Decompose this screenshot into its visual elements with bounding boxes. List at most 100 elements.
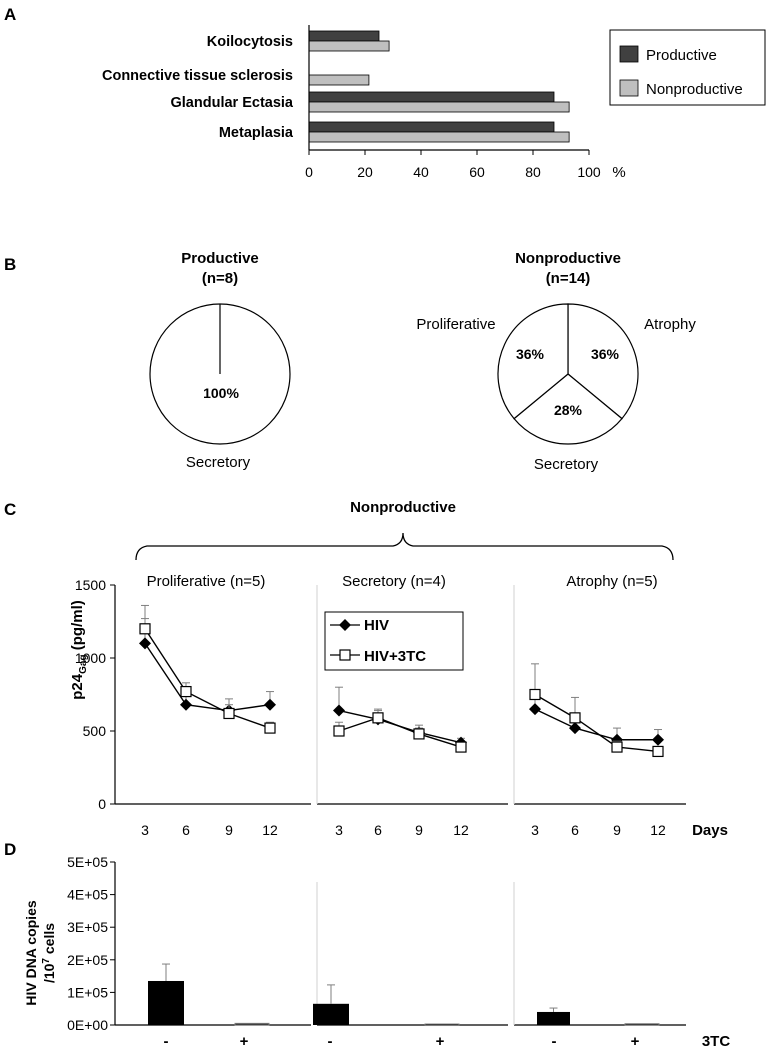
legend: Productive Nonproductive [609,29,766,106]
legend-marker-hiv [339,619,351,631]
category-label-glandular-ectasia: Glandular Ectasia [171,95,294,111]
legend-label-productive: Productive [646,47,717,64]
group-title-proliferative-n-5: Proliferative (n=5) [147,573,266,590]
legend-label-hiv: HIV [364,617,389,634]
point-hiv-3tc [611,741,623,753]
x-tick-label-1-6: 6 [374,822,382,838]
pie-productive-category: Secretory [186,454,251,471]
legend-label-hiv-3tc: HIV+3TC [364,648,426,665]
bar-0-minus [148,980,184,1025]
pie-nonproductive-proliferative-pct: 36% [516,346,545,362]
y-tick-label-1500: 1500 [75,577,106,593]
x-tick-label-0-9: 9 [225,822,233,838]
pie-nonproductive-title: Nonproductive [515,250,621,267]
x-tick-label-100: 100 [577,164,601,180]
point-hiv [529,703,541,716]
group-title: Nonproductive [350,499,456,516]
y-axis-label: p24Gag (pg/ml) [69,600,89,699]
pie-slice-proliferative [497,303,569,420]
point-hiv-3tc [413,728,425,740]
d-x-tick-label-1-1: + [436,1033,445,1050]
point-hiv-3tc [180,685,192,698]
pie-nonproductive-subtitle: (n=14) [546,270,591,287]
point-hiv-3tc [333,725,345,737]
point-hiv-3tc [529,688,541,701]
d-y-tick-label-2: 2E+05 [67,952,108,968]
bar-connective-tissue-sclerosis-nonproductive [308,74,370,86]
panel-label-b: B [4,255,16,274]
panel-a: Koilocytosis Connective tissue sclerosis G… [102,25,766,181]
x-tick-label-20: 20 [357,164,373,180]
category-label-metaplasia: Metaplasia [219,125,294,141]
d-x-tick-label-2-0: - [552,1033,557,1050]
panel-label-c: C [4,500,16,519]
point-hiv [569,722,581,735]
series-line-hiv-3tc [338,717,462,748]
panel-c: Nonproductive p24Gag (pg/ml) 0 500 1000 150… [69,499,728,839]
d-x-tick-label-0-1: + [240,1033,249,1050]
bar-koilocytosis-productive [308,30,380,42]
bar-metaplasia-nonproductive [308,131,570,143]
line-legend: HIV HIV+3TC [324,611,464,671]
y-tick-label-1000: 1000 [75,650,106,666]
point-hiv-3tc [139,623,151,635]
legend-label-nonproductive: Nonproductive [646,81,743,98]
d-y-axis-label-line1: HIV DNA copies [23,900,39,1005]
bar-group-0: - + [115,963,311,1050]
point-hiv [333,704,345,717]
bar-glandular-ectasia-productive [308,91,555,103]
series-line-hiv-3tc [534,693,659,753]
x-tick-label-1-12: 12 [453,822,469,838]
bar-metaplasia-productive [308,121,555,133]
x-tick-label-0: 0 [305,164,313,180]
bar-koilocytosis-nonproductive [308,40,390,52]
d-x-tick-label-2-1: + [631,1033,640,1050]
pie-nonproductive-atrophy-pct: 36% [591,346,620,362]
pie-nonproductive-atrophy-label: Atrophy [644,316,696,333]
x-tick-label-2-9: 9 [613,822,621,838]
d-y-tick-label-1: 1E+05 [67,984,108,1000]
line-group-0: Proliferative (n=5) 3 6 9 12 [115,573,311,838]
pie-productive-slice-label: 100% [203,385,239,401]
group-title-secretory-n-4: Secretory (n=4) [342,573,446,590]
category-label-koilocytosis: Koilocytosis [207,34,293,50]
panel-d: HIV DNA copies /107 cells 0E+00 1E+05 2E+0… [23,854,730,1050]
x-tick-label-0-12: 12 [262,822,278,838]
point-hiv [264,698,276,711]
line-group-1: Secretory (n=4) 3 6 9 12 [316,573,508,838]
group-brace [135,532,674,561]
bar-group-2: - + [513,882,686,1050]
x-tick-label-80: 80 [525,164,541,180]
point-hiv-3tc [372,712,384,724]
d-y-tick-label-5: 5E+05 [67,854,108,870]
x-tick-label-0-6: 6 [182,822,190,838]
legend-swatch-nonproductive [619,79,639,97]
x-tick-label-2-3: 3 [531,822,539,838]
legend-swatch-productive [619,45,639,63]
d-x-tick-label-1-0: - [328,1033,333,1050]
bar-0-plus [234,1022,270,1026]
x-tick-label-2-12: 12 [650,822,666,838]
x-tick-label-1-9: 9 [415,822,423,838]
x-tick-label-60: 60 [469,164,485,180]
d-y-tick-label-3: 3E+05 [67,919,108,935]
category-label-connective-tissue-sclerosis: Connective tissue sclerosis [102,68,293,84]
d-y-tick-label-4: 4E+05 [67,887,108,903]
x-axis-label-3tc: 3TC [702,1033,731,1050]
x-axis-label-days: Days [692,822,728,839]
pie-nonproductive-secretory-pct: 28% [554,402,583,418]
x-tick-label-40: 40 [413,164,429,180]
x-tick-label-2-6: 6 [571,822,579,838]
pie-productive-subtitle: (n=8) [202,270,238,287]
point-hiv-3tc [223,707,235,720]
line-group-2: Atrophy (n=5) 3 6 9 12 [513,573,686,838]
bar-2-plus [624,1023,660,1026]
x-tick-label-1-3: 3 [335,822,343,838]
point-hiv [180,698,192,711]
legend-marker-hiv-3tc [339,649,351,661]
panel-b: Productive (n=8) 100% Secretory Nonprodu… [149,250,696,473]
y-tick-label-0: 0 [98,796,106,812]
group-title-atrophy-n-5: Atrophy (n=5) [566,573,657,590]
bar-glandular-ectasia-nonproductive [308,101,570,113]
